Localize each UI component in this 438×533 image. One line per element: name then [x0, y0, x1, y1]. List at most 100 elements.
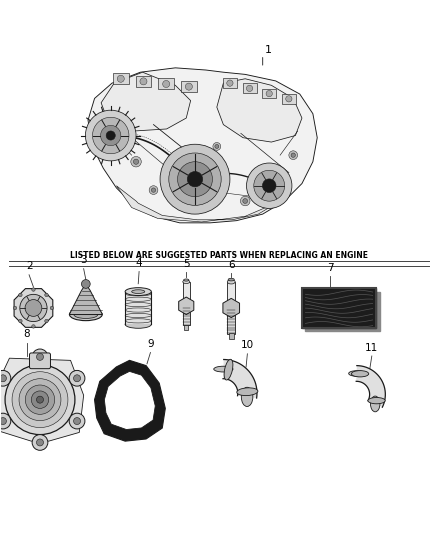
Polygon shape	[101, 72, 191, 131]
Circle shape	[85, 110, 136, 161]
Ellipse shape	[351, 370, 369, 377]
Polygon shape	[136, 76, 151, 87]
Ellipse shape	[132, 290, 145, 294]
Ellipse shape	[125, 320, 151, 328]
Polygon shape	[69, 284, 102, 314]
Circle shape	[162, 80, 170, 87]
Bar	[183, 282, 190, 306]
Ellipse shape	[237, 388, 258, 395]
Polygon shape	[243, 84, 257, 93]
Circle shape	[0, 370, 11, 386]
Ellipse shape	[214, 366, 233, 372]
Text: 8: 8	[24, 329, 30, 340]
Circle shape	[160, 144, 230, 214]
Text: 3: 3	[80, 255, 87, 265]
Circle shape	[243, 199, 247, 204]
Text: 10: 10	[241, 341, 254, 350]
Bar	[302, 288, 376, 328]
Ellipse shape	[183, 280, 190, 284]
Polygon shape	[181, 81, 197, 92]
Circle shape	[31, 391, 49, 408]
Polygon shape	[117, 183, 291, 222]
Circle shape	[0, 417, 7, 425]
Circle shape	[106, 131, 115, 140]
FancyBboxPatch shape	[29, 353, 50, 369]
Polygon shape	[14, 288, 53, 327]
Polygon shape	[179, 297, 194, 314]
Circle shape	[213, 142, 221, 150]
Polygon shape	[88, 68, 317, 223]
Circle shape	[177, 161, 212, 197]
Text: LISTED BELOW ARE SUGGESTED PARTS WHEN REPLACING AN ENGINE: LISTED BELOW ARE SUGGESTED PARTS WHEN RE…	[70, 251, 368, 260]
Polygon shape	[95, 360, 165, 441]
Ellipse shape	[125, 288, 151, 295]
Polygon shape	[217, 79, 302, 142]
Circle shape	[92, 117, 129, 154]
Circle shape	[289, 151, 297, 159]
Circle shape	[254, 170, 285, 201]
Circle shape	[69, 413, 85, 429]
Ellipse shape	[349, 371, 364, 376]
Ellipse shape	[74, 311, 98, 318]
Circle shape	[32, 325, 35, 328]
Text: 9: 9	[147, 339, 154, 349]
Bar	[227, 282, 235, 308]
Circle shape	[12, 372, 68, 427]
Ellipse shape	[70, 309, 102, 321]
Circle shape	[185, 83, 192, 90]
Circle shape	[151, 188, 155, 192]
Circle shape	[81, 280, 90, 288]
Circle shape	[262, 179, 276, 192]
Polygon shape	[262, 88, 276, 99]
Ellipse shape	[371, 396, 380, 412]
Circle shape	[19, 319, 22, 323]
Text: 7: 7	[327, 263, 334, 272]
Circle shape	[74, 375, 81, 382]
Circle shape	[134, 159, 139, 164]
Text: 6: 6	[228, 260, 234, 270]
Ellipse shape	[368, 398, 385, 404]
Circle shape	[50, 306, 53, 310]
Polygon shape	[305, 292, 380, 331]
Circle shape	[32, 349, 48, 365]
Text: 5: 5	[183, 259, 190, 269]
Polygon shape	[113, 73, 129, 84]
Bar	[184, 325, 188, 330]
Circle shape	[140, 78, 147, 85]
Circle shape	[74, 417, 81, 425]
Bar	[302, 288, 376, 328]
Circle shape	[25, 385, 55, 414]
Circle shape	[149, 185, 158, 195]
Circle shape	[101, 125, 121, 146]
Circle shape	[227, 80, 233, 86]
Circle shape	[291, 153, 295, 157]
Text: 11: 11	[365, 343, 378, 352]
Bar	[227, 306, 235, 334]
Ellipse shape	[184, 279, 189, 281]
Bar	[125, 292, 151, 325]
Circle shape	[19, 293, 22, 297]
Circle shape	[36, 353, 43, 360]
Circle shape	[20, 294, 47, 321]
Polygon shape	[158, 78, 174, 90]
Circle shape	[25, 300, 42, 317]
Ellipse shape	[227, 280, 235, 284]
Ellipse shape	[228, 278, 234, 281]
Circle shape	[36, 439, 43, 446]
Polygon shape	[223, 359, 257, 398]
Text: 4: 4	[136, 258, 142, 268]
Circle shape	[266, 91, 272, 97]
Circle shape	[32, 288, 35, 291]
Ellipse shape	[241, 387, 253, 407]
Circle shape	[69, 370, 85, 386]
Circle shape	[286, 96, 292, 102]
Text: 1: 1	[265, 45, 272, 55]
Polygon shape	[223, 78, 237, 88]
Circle shape	[36, 396, 43, 403]
Circle shape	[240, 196, 250, 206]
Circle shape	[0, 413, 11, 429]
Circle shape	[215, 144, 219, 148]
Circle shape	[45, 293, 48, 297]
Circle shape	[247, 85, 253, 92]
Circle shape	[5, 365, 75, 434]
